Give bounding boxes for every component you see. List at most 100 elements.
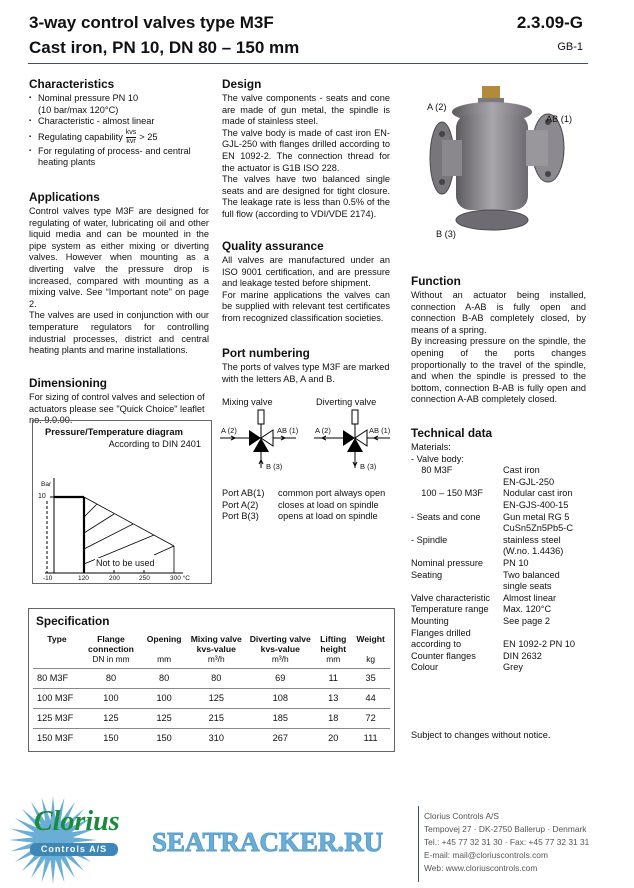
tech-row: 80 M3F Cast iron: [411, 465, 591, 477]
column-header: Weight: [356, 634, 385, 644]
unit: [33, 654, 81, 669]
paragraph: For marine applications the valves can b…: [222, 289, 390, 323]
port-description: closes at load on spindle: [278, 499, 379, 510]
tech-value: Gun metal RG 5: [503, 511, 570, 522]
tech-row: (W.no. 1.4436): [411, 546, 591, 558]
unit: mm: [326, 654, 341, 664]
photo-label-b: B (3): [436, 229, 456, 239]
function-section: Function Without an actuator being insta…: [411, 274, 586, 406]
tech-value: Two balanced: [503, 569, 560, 580]
tech-row: Colour Grey: [411, 662, 591, 674]
paragraph: Control valves type M3F are designed for…: [29, 206, 209, 309]
valve-photo: [429, 86, 565, 231]
tech-value: EN-GJS-400-15: [503, 499, 569, 510]
table-cell: 18: [315, 708, 352, 729]
paragraph: All valves are manufactured under an ISO…: [222, 255, 390, 289]
paragraph: The ports of valves type M3F are marked …: [222, 362, 390, 384]
tech-label: 100 – 150 M3F: [411, 488, 484, 499]
table-cell: 108: [245, 688, 316, 709]
unit: m³/h: [271, 654, 289, 664]
table-cell: 80: [187, 668, 246, 689]
tech-row: Seating Two balanced: [411, 570, 591, 582]
x-tick: 300 °C: [170, 575, 190, 582]
text: (10 bar/max 120°C): [38, 104, 119, 115]
tech-value: Grey: [503, 662, 523, 673]
tech-row: 100 – 150 M3F Nodular cast iron: [411, 488, 591, 500]
paragraph: Without an actuator being installed, con…: [411, 290, 586, 335]
port: Port AB(1): [222, 488, 265, 498]
pressure-temperature-diagram: Pressure/Temperature diagram According t…: [32, 420, 212, 584]
web-link[interactable]: Web: www.cloriuscontrols.com: [424, 863, 538, 873]
table-cell: 185: [245, 708, 316, 729]
document-number: 2.3.09-G: [516, 13, 583, 32]
column-header: Lifting height: [320, 634, 347, 654]
table-cell: 150 M3F: [33, 728, 81, 749]
quality-section: Quality assurance All valves are manufac…: [222, 239, 390, 325]
tech-row: - Spindle stainless steel: [411, 535, 591, 547]
mixing-valve-label: Mixing valve: [222, 397, 273, 407]
tech-row: Flanges drilled: [411, 628, 591, 640]
tech-label: Seating: [411, 569, 443, 580]
diverting-valve-label: Diverting valve: [316, 397, 377, 407]
tech-label: [411, 546, 503, 558]
heading: Technical data: [411, 426, 493, 440]
column-header: Opening: [146, 634, 182, 644]
photo-label-a: A (2): [427, 102, 447, 112]
page-code: GB-1: [557, 41, 583, 53]
heading: Characteristics: [29, 77, 115, 91]
area-label: Not to be used: [95, 558, 156, 569]
table-cell: 100: [80, 688, 141, 709]
list-item: Nominal pressure PN 10(10 bar/max 120°C): [29, 93, 209, 116]
table-row: 125 M3F 125 125 215 185 18 72: [33, 708, 390, 729]
tech-label: [411, 500, 503, 512]
tech-label: Materials:: [411, 442, 451, 452]
port-b-label: B (3): [266, 462, 283, 471]
table-cell: 72: [351, 708, 390, 729]
phone: Tel.: +45 77 32 31 30 · Fax: +45 77 32 3…: [424, 837, 590, 847]
x-tick: 200: [109, 575, 120, 582]
table-cell: 267: [245, 728, 316, 749]
email-link[interactable]: E-mail: mail@cloriuscontrols.com: [424, 850, 548, 860]
tech-value: Nodular cast iron: [503, 488, 573, 499]
table-cell: 215: [187, 708, 246, 729]
port-list-item: Port A(2) closes at load on spindle: [222, 500, 402, 512]
column-header: Flange connection: [88, 634, 134, 654]
tech-value: [503, 628, 591, 640]
column-header: Diverting valve kvs-value: [249, 634, 311, 654]
watermark: SEATRACKER.RU: [151, 827, 384, 858]
tech-row: - Valve body:: [411, 454, 591, 466]
paragraph: The valve components - seats and cone ar…: [222, 93, 390, 127]
diagram-subtitle: According to DIN 2401: [108, 439, 201, 449]
table-cell: 80 M3F: [33, 668, 81, 689]
column-header: Type: [47, 634, 67, 644]
port-list-item: Port B(3) opens at load on spindle: [222, 511, 402, 523]
tech-value: EN-GJL-250: [503, 476, 555, 487]
tech-row: EN-GJS-400-15: [411, 500, 591, 512]
tech-value: See page 2: [503, 615, 551, 626]
port-ab-label: AB (1): [277, 426, 299, 435]
tech-row: Valve characteristic Almost linear: [411, 593, 591, 605]
tech-label: Mounting: [411, 615, 449, 626]
tech-value: PN 10: [503, 557, 529, 568]
tech-row: Mounting See page 2: [411, 616, 591, 628]
tech-row: single seats: [411, 581, 591, 593]
list-item: For regulating of process- and central h…: [29, 146, 209, 169]
table-cell: 125: [187, 688, 246, 709]
specification-table-box: Specification Type Flange connection Ope…: [28, 608, 395, 752]
table-row: 80 M3F 80 80 80 69 11 35: [33, 668, 390, 689]
tech-row: according to EN 1092-2 PN 10: [411, 639, 591, 651]
table-cell: 80: [140, 668, 188, 689]
tech-value: stainless steel: [503, 534, 561, 545]
tech-label: [411, 581, 503, 593]
tech-value: Almost linear: [503, 592, 557, 603]
list-item: Characteristic - almost linear: [29, 116, 209, 128]
valve-symbols: [220, 409, 390, 468]
technical-data-table: Materials: - Valve body: 80 M3F Cast iron E…: [411, 442, 591, 674]
tech-value: (W.no. 1.4436): [503, 546, 564, 557]
paragraph: The valve body is made of cast iron EN-G…: [222, 127, 390, 173]
company-address: Clorius Controls A/S Tempovej 27 · DK-27…: [424, 810, 589, 875]
table-cell: 125: [80, 708, 141, 729]
heading: Specification: [36, 614, 110, 628]
tech-row: Nominal pressure PN 10: [411, 558, 591, 570]
unit: mm: [157, 654, 172, 664]
